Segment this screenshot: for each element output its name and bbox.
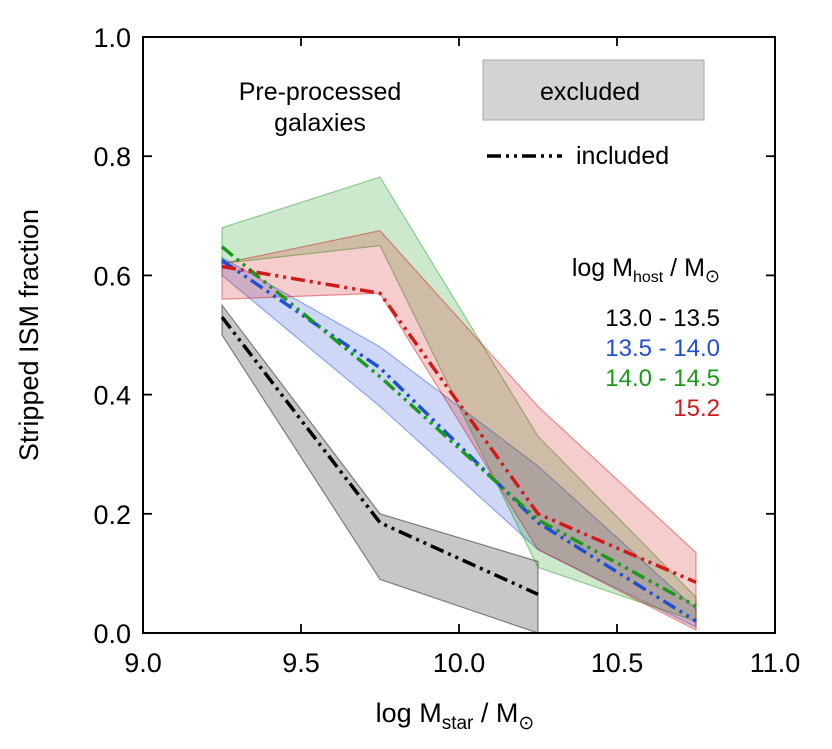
y-tick-label: 0.4 (93, 381, 131, 411)
x-tick-label: 10.0 (433, 648, 486, 678)
host-legend-entry-14-0-14-5: 14.0 - 14.5 (605, 365, 720, 392)
y-tick-label: 0.2 (93, 500, 131, 530)
y-tick-label: 0.6 (93, 261, 131, 291)
x-tick-label: 11.0 (750, 648, 801, 678)
y-tick-label: 1.0 (93, 23, 131, 53)
band-13-5-14-0 (221, 256, 697, 628)
included-lines (220, 245, 697, 623)
line-15-2 (221, 264, 697, 584)
host-legend-entries: 13.0 - 13.5 13.5 - 14.0 14.0 - 14.5 15.2 (605, 305, 720, 422)
x-axis-label: log Mstar / M⊙ (376, 698, 535, 734)
legend-excluded-swatch (482, 59, 705, 121)
host-legend-entry-15-2: 15.2 (673, 395, 720, 422)
x-tick-label: 9.5 (282, 648, 320, 678)
x-tick-label: 10.5 (591, 648, 644, 678)
annotation-line-2: galaxies (274, 109, 366, 137)
host-legend-title: log Mhost / M⊙ (572, 254, 720, 286)
host-legend-entry-13-5-14-0: 13.5 - 14.0 (605, 335, 720, 362)
y-tick-label: 0.0 (93, 619, 131, 649)
annotation-line-1: Pre-processed (239, 78, 402, 106)
axis-ticks: 9.0 9.5 10.0 10.5 11.0 0.0 0.2 0.4 0.6 0.8 1.0 (93, 23, 800, 678)
y-axis-label: Stripped ISM fraction (14, 209, 44, 461)
x-tick-label: 9.0 (124, 648, 162, 678)
y-tick-label: 0.8 (93, 142, 131, 172)
legend-excluded-label: excluded (540, 78, 640, 106)
excluded-bands (221, 176, 697, 634)
host-legend-entry-13-0-13-5: 13.0 - 13.5 (605, 305, 720, 332)
line-13-5-14-0 (221, 259, 697, 623)
legend-included-label: included (576, 142, 669, 170)
